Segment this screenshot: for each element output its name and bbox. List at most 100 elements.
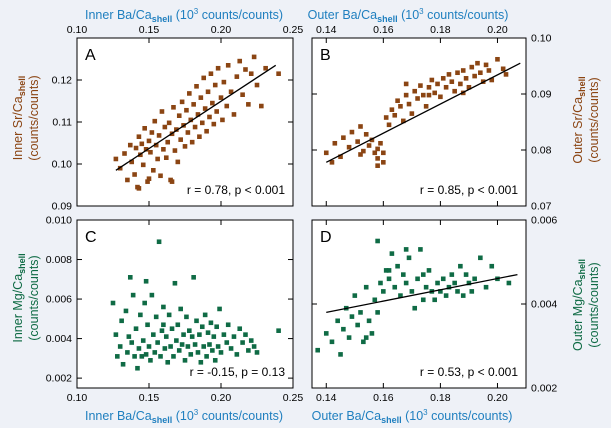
data-point <box>455 289 460 294</box>
data-point <box>184 314 189 320</box>
data-point <box>403 280 409 286</box>
panel-letter: C <box>85 229 97 246</box>
data-point <box>225 63 231 68</box>
data-point <box>375 310 380 315</box>
stat-annotation: r = 0.85, p < 0.001 <box>420 183 518 197</box>
data-point <box>143 352 149 357</box>
data-point <box>133 145 139 151</box>
top-left-x-title: Inner Ba/Cashell (103 counts/counts) <box>85 7 283 24</box>
data-point <box>412 88 418 94</box>
data-point <box>449 272 455 277</box>
data-point <box>143 147 149 152</box>
data-point <box>197 332 202 337</box>
data-point <box>149 130 155 135</box>
data-point <box>188 352 194 357</box>
data-point <box>401 272 406 277</box>
svg-text:(counts/counts): (counts/counts) <box>587 77 601 162</box>
data-point <box>372 297 378 303</box>
data-point <box>214 324 219 330</box>
left-top-y-title: Inner Sr/Cashell (counts/counts) <box>11 75 41 160</box>
data-point <box>179 99 185 105</box>
data-point <box>139 354 145 359</box>
y-tick-label: 0.008 <box>46 254 72 266</box>
data-point <box>386 276 392 282</box>
data-point <box>463 76 469 81</box>
right-bottom-y-title: Outer Mg/Cashell (counts/counts) <box>571 259 601 351</box>
data-point <box>122 151 127 156</box>
y-tick-label: 0.002 <box>46 373 72 385</box>
data-point <box>220 117 225 123</box>
data-point <box>392 112 398 118</box>
data-point <box>346 335 352 340</box>
regression-line <box>326 273 518 314</box>
data-point <box>181 332 186 337</box>
data-point <box>323 150 329 156</box>
data-point <box>423 284 429 290</box>
data-point <box>472 276 477 282</box>
data-point <box>117 344 123 349</box>
data-point <box>355 139 360 144</box>
data-point <box>214 109 219 114</box>
data-point <box>243 67 248 72</box>
data-point <box>369 331 375 336</box>
data-point <box>237 326 243 332</box>
data-point <box>463 272 469 277</box>
data-point <box>506 280 512 286</box>
data-point <box>138 312 143 318</box>
svg-text:Outer Sr/Cashell: Outer Sr/Cashell <box>571 76 587 163</box>
data-point <box>483 284 489 290</box>
data-point <box>162 346 168 351</box>
data-point <box>174 338 179 343</box>
data-point <box>366 318 372 324</box>
data-point <box>187 328 192 333</box>
data-point <box>224 103 230 109</box>
bottom-right-x-title: Outer Ba/Cashell (103 counts/counts) <box>312 408 513 425</box>
data-point <box>323 331 329 336</box>
data-point <box>195 112 201 117</box>
data-point <box>432 297 437 303</box>
data-point <box>142 300 147 306</box>
data-point <box>449 79 455 84</box>
data-point <box>361 148 366 154</box>
data-point <box>211 334 217 339</box>
y-tick-label: 0.09 <box>52 201 73 213</box>
y-tick-label: 0.006 <box>46 294 72 306</box>
data-point <box>254 82 260 88</box>
panel-frame <box>76 37 294 207</box>
data-point <box>199 324 205 330</box>
data-point <box>378 280 383 286</box>
data-point <box>341 135 346 140</box>
data-point <box>375 238 380 244</box>
data-point <box>207 342 212 347</box>
y-tick-label: 0.07 <box>531 201 552 213</box>
data-point <box>172 148 178 153</box>
data-point <box>329 160 335 165</box>
data-point <box>446 72 452 77</box>
data-point <box>406 101 412 107</box>
data-point <box>231 334 237 339</box>
data-point <box>182 358 188 363</box>
data-point <box>158 173 163 179</box>
y-tick-label: 0.004 <box>531 299 557 311</box>
data-point <box>443 293 449 298</box>
data-point <box>148 358 153 363</box>
data-point <box>218 350 224 355</box>
data-point <box>110 300 116 306</box>
x-tick-label: 0.25 <box>283 24 304 36</box>
data-point <box>460 293 466 298</box>
data-point <box>205 330 211 335</box>
data-point <box>145 179 150 184</box>
y-tick-label: 0.10 <box>531 33 552 45</box>
data-point <box>178 137 183 142</box>
data-point <box>259 103 264 109</box>
panel-frame <box>311 219 527 389</box>
data-point <box>460 68 466 73</box>
data-point <box>420 272 426 277</box>
data-point <box>192 124 198 130</box>
data-point <box>341 326 346 332</box>
data-point <box>132 172 137 177</box>
data-point <box>126 334 132 339</box>
panel-c: 0.10 0.15 0.20 0.25 0.002 0.004 0.006 0.008 0.01… <box>46 215 304 405</box>
data-point <box>208 320 214 326</box>
